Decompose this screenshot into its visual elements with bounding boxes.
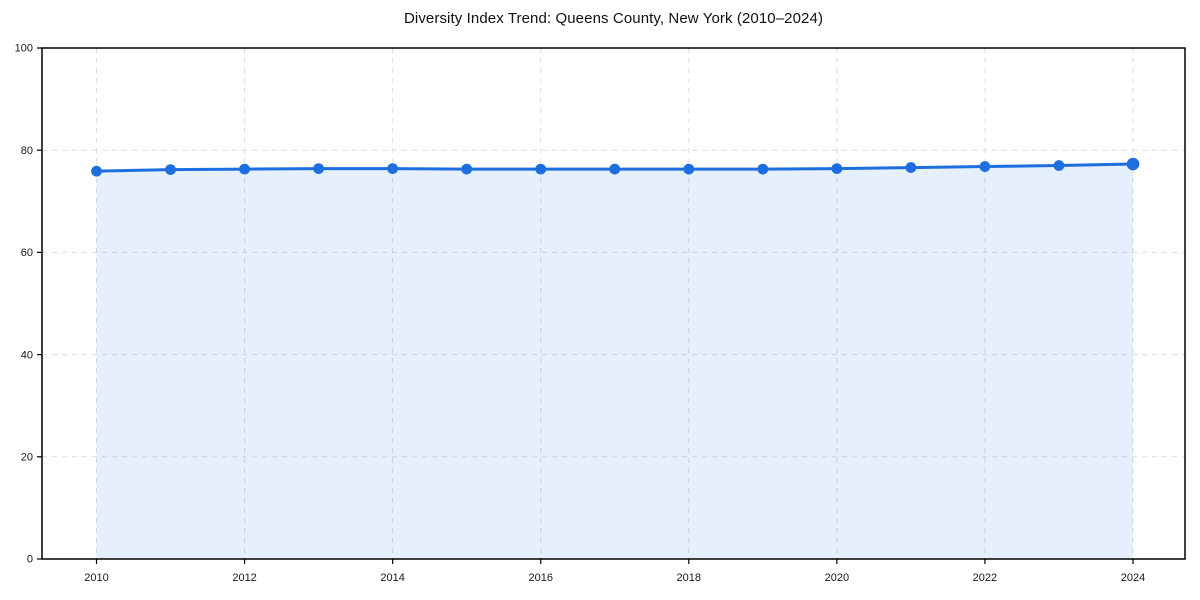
x-tick-label: 2018: [677, 572, 701, 584]
data-point: [1053, 160, 1065, 171]
data-point: [979, 161, 991, 172]
data-point: [535, 163, 547, 175]
data-point: [91, 165, 102, 177]
y-tick-label: 0: [27, 554, 33, 566]
x-tick-label: 2016: [528, 572, 552, 584]
data-point: [387, 163, 399, 174]
x-tick-label: 2022: [973, 572, 997, 584]
y-tick-label: 20: [21, 452, 33, 464]
y-tick-label: 80: [21, 145, 33, 157]
x-tick-label: 2010: [84, 572, 108, 584]
x-tick-label: 2014: [380, 572, 404, 584]
data-point: [905, 162, 917, 173]
data-point: [1126, 157, 1140, 171]
y-tick-label: 60: [21, 247, 33, 259]
area-fill: [96, 163, 1133, 559]
y-tick-label: 40: [21, 349, 33, 361]
plot-border: [41, 47, 1186, 560]
data-point: [831, 163, 843, 174]
data-point: [609, 163, 621, 175]
x-tick-label: 2024: [1121, 572, 1145, 584]
data-point: [461, 163, 473, 175]
x-tick-label: 2020: [825, 572, 849, 584]
chart-title: Diversity Index Trend: Queens County, Ne…: [403, 10, 824, 27]
data-point: [683, 163, 695, 175]
data-point: [757, 163, 769, 175]
x-tick-label: 2012: [232, 572, 256, 584]
data-point: [313, 163, 325, 174]
data-point: [165, 164, 176, 176]
y-tick-label: 100: [15, 43, 33, 55]
data-point: [239, 163, 250, 175]
